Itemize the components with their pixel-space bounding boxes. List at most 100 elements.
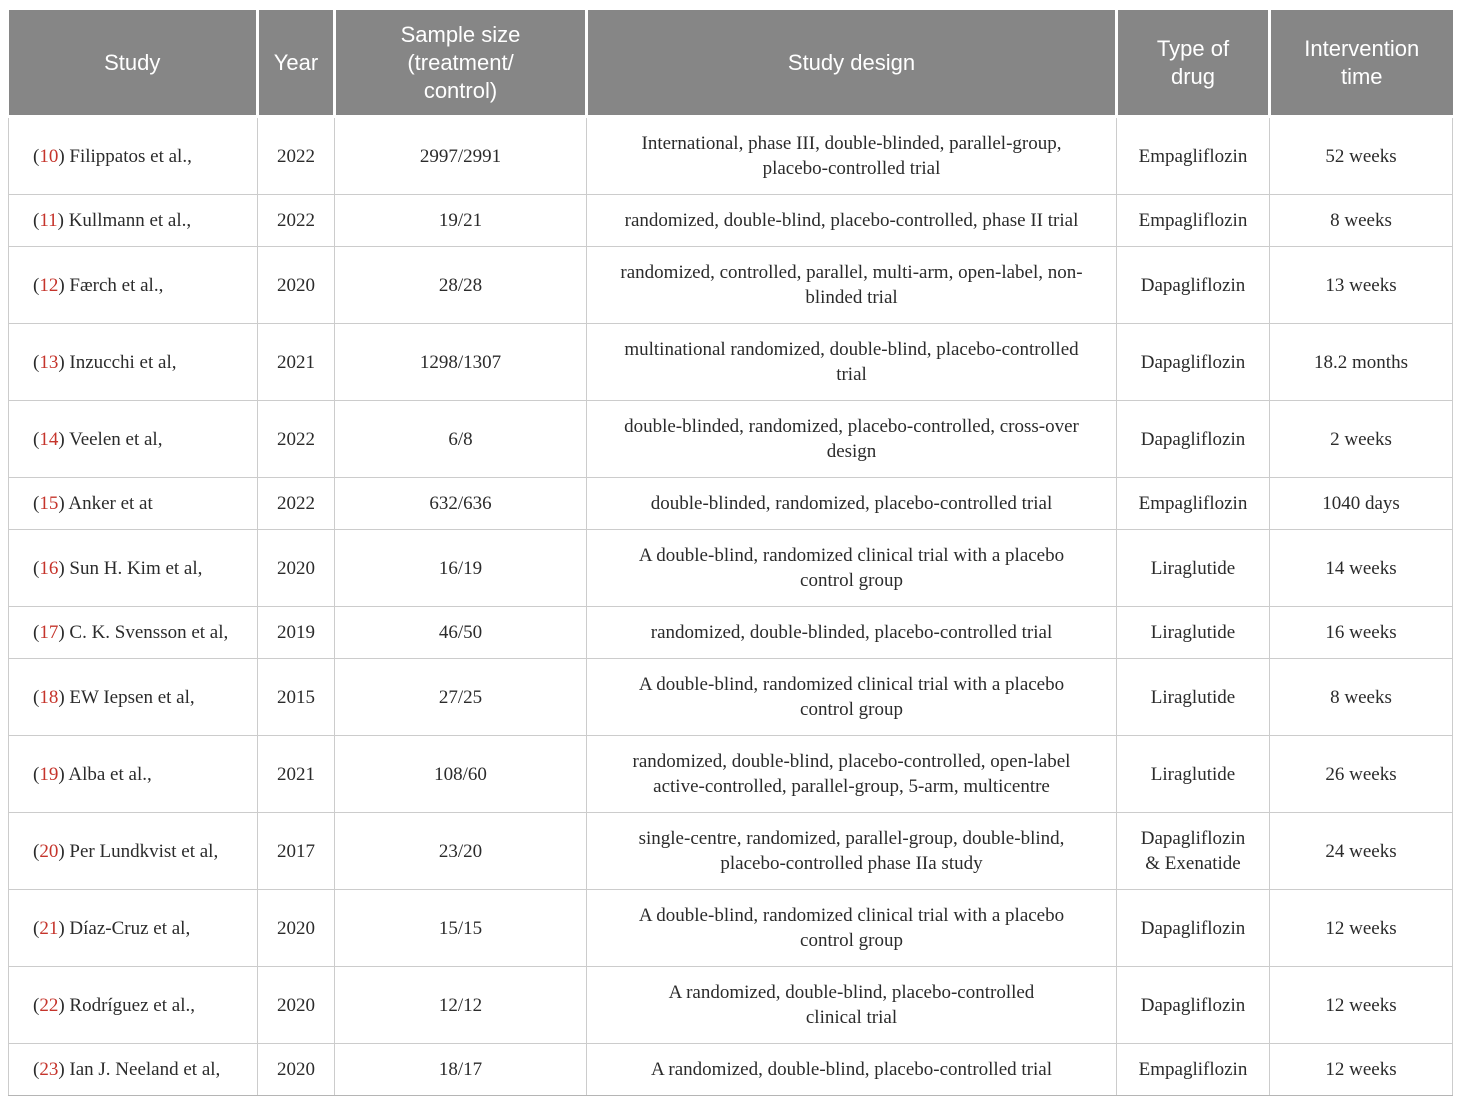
study-author-label: Færch et al., (69, 274, 164, 296)
reference-number-link[interactable]: 20 (39, 840, 59, 862)
reference-close-paren: ) (58, 274, 65, 296)
sample-size-cell: 108/60 (334, 735, 587, 813)
column-header-year: Year (256, 10, 335, 118)
reference-close-paren: ) (58, 917, 65, 939)
drug-type-cell: Liraglutide (1116, 529, 1270, 607)
study-author-label: Filippatos et al., (69, 145, 192, 167)
reference-number-link[interactable]: 16 (39, 557, 59, 579)
reference-close-paren: ) (57, 210, 64, 231)
reference-number-link[interactable]: 18 (39, 686, 59, 708)
reference-open-paren: ( (33, 917, 40, 939)
intervention-time-cell: 8 weeks (1269, 194, 1453, 247)
reference-open-paren: ( (33, 994, 40, 1016)
sample-size-cell: 23/20 (334, 812, 587, 890)
study-author-label: Sun H. Kim et al, (69, 557, 203, 579)
study-cell: (22) Rodríguez et al., (8, 966, 258, 1044)
reference-number-link[interactable]: 15 (39, 493, 59, 514)
sample-size-cell: 632/636 (334, 477, 587, 530)
study-author-label: Kullmann et al., (68, 210, 192, 231)
drug-type-cell: Dapagliflozin (1116, 966, 1270, 1044)
intervention-time-cell: 16 weeks (1269, 606, 1453, 659)
reference-open-paren: ( (33, 210, 40, 231)
table-body: (10) Filippatos et al., 2022 2997/2991 I… (8, 116, 1453, 1096)
intervention-time-cell: 52 weeks (1269, 116, 1453, 195)
column-header-type-of-drug: Type of drug (1115, 10, 1270, 118)
reference-number-link[interactable]: 19 (39, 763, 59, 785)
study-author-label: EW Iepsen et al, (69, 686, 195, 708)
reference-number-link[interactable]: 11 (39, 210, 58, 231)
table-row: (14) Veelen et al, 2022 6/8 double-blind… (8, 400, 1453, 478)
table-row: (18) EW Iepsen et al, 2015 27/25 A doubl… (8, 658, 1453, 736)
reference-close-paren: ) (58, 351, 65, 373)
study-design-cell: A double-blind, randomized clinical tria… (586, 889, 1117, 967)
study-design-cell: A double-blind, randomized clinical tria… (586, 658, 1117, 736)
reference-number-link[interactable]: 13 (39, 351, 59, 373)
table-header: Study Year Sample size (treatment/ contr… (8, 10, 1453, 118)
study-design-cell: double-blinded, randomized, placebo-cont… (586, 400, 1117, 478)
sample-size-cell: 46/50 (334, 606, 587, 659)
table-row: (19) Alba et al., 2021 108/60 randomized… (8, 735, 1453, 813)
studies-table: Study Year Sample size (treatment/ contr… (8, 10, 1453, 1096)
reference-number-link[interactable]: 23 (39, 1059, 59, 1080)
reference-close-paren: ) (58, 493, 65, 514)
reference-open-paren: ( (33, 274, 40, 296)
reference-number-link[interactable]: 14 (39, 428, 59, 450)
table-row: (11) Kullmann et al., 2022 19/21 randomi… (8, 194, 1453, 247)
study-cell: (11) Kullmann et al., (8, 194, 258, 247)
study-cell: (17) C. K. Svensson et al, (8, 606, 258, 659)
sample-size-cell: 18/17 (334, 1043, 587, 1096)
reference-number-link[interactable]: 17 (39, 622, 59, 643)
study-author-label: Inzucchi et al, (69, 351, 177, 373)
study-cell: (10) Filippatos et al., (8, 116, 258, 195)
drug-type-cell: Dapagliflozin (1116, 400, 1270, 478)
study-design-cell: randomized, double-blind, placebo-contro… (586, 735, 1117, 813)
study-design-cell: randomized, double-blinded, placebo-cont… (586, 606, 1117, 659)
intervention-time-cell: 18.2 months (1269, 323, 1453, 401)
sample-size-cell: 6/8 (334, 400, 587, 478)
drug-type-cell: Dapagliflozin (1116, 889, 1270, 967)
sample-size-cell: 27/25 (334, 658, 587, 736)
reference-close-paren: ) (58, 622, 65, 643)
reference-close-paren: ) (58, 686, 65, 708)
study-author-label: Alba et al., (68, 763, 152, 785)
drug-type-cell: Dapagliflozin & Exenatide (1116, 812, 1270, 890)
study-design-cell: randomized, double-blind, placebo-contro… (586, 194, 1117, 247)
table-row: (20) Per Lundkvist et al, 2017 23/20 sin… (8, 812, 1453, 890)
table-row: (15) Anker et at 2022 632/636 double-bli… (8, 477, 1453, 530)
column-header-intervention-time: Intervention time (1268, 10, 1453, 118)
year-cell: 2022 (257, 116, 335, 195)
drug-type-cell: Empagliflozin (1116, 477, 1270, 530)
table-row: (12) Færch et al., 2020 28/28 randomized… (8, 246, 1453, 324)
reference-number-link[interactable]: 10 (39, 145, 59, 167)
reference-close-paren: ) (58, 557, 65, 579)
year-cell: 2021 (257, 735, 335, 813)
year-cell: 2020 (257, 889, 335, 967)
table-row: (10) Filippatos et al., 2022 2997/2991 I… (8, 116, 1453, 195)
reference-open-paren: ( (33, 493, 40, 514)
drug-type-cell: Liraglutide (1116, 658, 1270, 736)
reference-number-link[interactable]: 22 (39, 994, 59, 1016)
intervention-time-cell: 12 weeks (1269, 1043, 1453, 1096)
study-design-cell: A randomized, double-blind, placebo-cont… (586, 966, 1117, 1044)
studies-table-container: Study Year Sample size (treatment/ contr… (8, 10, 1453, 1096)
reference-number-link[interactable]: 21 (39, 917, 59, 939)
reference-number-link[interactable]: 12 (39, 274, 59, 296)
study-author-label: C. K. Svensson et al, (69, 622, 229, 643)
study-cell: (18) EW Iepsen et al, (8, 658, 258, 736)
study-cell: (15) Anker et at (8, 477, 258, 530)
study-cell: (16) Sun H. Kim et al, (8, 529, 258, 607)
reference-open-paren: ( (33, 763, 40, 785)
drug-type-cell: Dapagliflozin (1116, 323, 1270, 401)
study-cell: (13) Inzucchi et al, (8, 323, 258, 401)
study-author-label: Per Lundkvist et al, (69, 840, 219, 862)
table-row: (22) Rodríguez et al., 2020 12/12 A rand… (8, 966, 1453, 1044)
drug-type-cell: Empagliflozin (1116, 116, 1270, 195)
table-row: (21) Díaz-Cruz et al, 2020 15/15 A doubl… (8, 889, 1453, 967)
reference-close-paren: ) (58, 840, 65, 862)
study-design-cell: A double-blind, randomized clinical tria… (586, 529, 1117, 607)
study-cell: (21) Díaz-Cruz et al, (8, 889, 258, 967)
sample-size-cell: 15/15 (334, 889, 587, 967)
year-cell: 2020 (257, 246, 335, 324)
study-cell: (12) Færch et al., (8, 246, 258, 324)
sample-size-cell: 28/28 (334, 246, 587, 324)
